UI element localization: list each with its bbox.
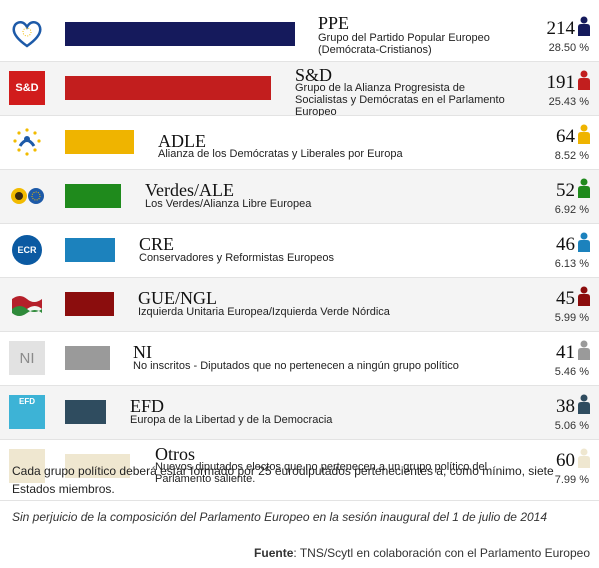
- seat-percentage: 7.99 %: [554, 474, 589, 486]
- party-desc: Nuevos diputados electos que no pertenec…: [155, 461, 488, 485]
- party-abbr: ADLE: [158, 131, 206, 151]
- seat-bar: [65, 454, 130, 478]
- party-desc: Grupo de la Alianza Progresista de Socia…: [295, 82, 505, 118]
- party-desc: Izquierda Unitaria Europea/Izquierda Ver…: [138, 306, 390, 318]
- stars-logo-icon: [9, 125, 45, 159]
- blank-logo-icon: [9, 449, 45, 483]
- sd-logo-text: S&D: [15, 82, 39, 94]
- party-row-verdes: Verdes/ALE Los Verdes/Alianza Libre Euro…: [0, 170, 599, 224]
- seat-count: 46: [556, 234, 575, 255]
- party-abbr: S&D: [295, 65, 333, 85]
- footnote: Cada grupo político deberá estar formado…: [12, 464, 554, 496]
- person-icon: [578, 70, 590, 90]
- seat-bar: [65, 130, 134, 154]
- seat-count: 60: [556, 450, 575, 471]
- person-icon: [578, 394, 590, 414]
- source-text: : TNS/Scytl en colaboración con el Parla…: [293, 546, 590, 560]
- seat-bar: [65, 400, 106, 424]
- seat-percentage: 5.06 %: [554, 420, 589, 432]
- person-icon: [578, 178, 590, 198]
- party-row-otros: Otros Nuevos diputados electos que no pe…: [0, 440, 599, 501]
- person-icon: [578, 448, 590, 468]
- person-icon: [578, 232, 590, 252]
- seat-count: 38: [556, 396, 575, 417]
- seat-bar: [65, 238, 115, 262]
- seat-count: 64: [556, 126, 575, 147]
- party-abbr: PPE: [318, 13, 350, 33]
- flag-logo-icon: [9, 287, 45, 321]
- seat-percentage: 5.46 %: [554, 366, 589, 378]
- ecr-logo-text: ECR: [17, 245, 37, 255]
- seat-count: 52: [556, 180, 575, 201]
- person-icon: [578, 286, 590, 306]
- seat-count: 214: [546, 18, 576, 39]
- seat-bar: [65, 184, 121, 208]
- seat-percentage: 25.43 %: [548, 96, 589, 108]
- heart-logo-icon: [9, 17, 45, 51]
- footnote-italic: Sin perjuicio de la composición del Parl…: [12, 510, 548, 524]
- person-icon: [578, 16, 590, 36]
- seat-bar: [65, 76, 271, 100]
- person-icon: [578, 340, 590, 360]
- seat-count: 191: [546, 72, 576, 93]
- party-abbr: NI: [133, 342, 152, 362]
- seat-count: 45: [556, 288, 575, 309]
- efd-logo-text: EFD: [19, 397, 35, 406]
- seat-bar: [65, 346, 110, 370]
- sunflower-logo-icon: [9, 179, 45, 213]
- party-row-adle: ADLE Alianza de los Demócratas y Liberal…: [0, 116, 599, 170]
- person-icon: [578, 124, 590, 144]
- party-desc: Alianza de los Demócratas y Liberales po…: [158, 148, 403, 160]
- sd-logo-icon: S&D: [9, 71, 45, 105]
- party-desc: Conservadores y Reformistas Europeos: [139, 252, 335, 264]
- seat-percentage: 6.13 %: [554, 258, 589, 270]
- ni-logo-icon: NI: [9, 341, 45, 375]
- source-credit: Fuente: TNS/Scytl en colaboración con el…: [254, 546, 590, 560]
- party-abbr: Verdes/ALE: [145, 180, 234, 200]
- party-list: PPE Grupo del Partido Popular Europeo (D…: [0, 8, 599, 501]
- seat-bar: [65, 292, 114, 316]
- party-row-gue: GUE/NGL Izquierda Unitaria Europea/Izqui…: [0, 278, 599, 332]
- seat-count: 41: [556, 342, 575, 363]
- party-abbr: EFD: [130, 396, 165, 416]
- party-row-efd: EFD EFD Europa de la Libertad y de la De…: [0, 386, 599, 440]
- seat-percentage: 5.99 %: [554, 312, 589, 324]
- party-desc: Europa de la Libertad y de la Democracia: [130, 414, 333, 426]
- ni-logo-text: NI: [19, 349, 35, 367]
- party-desc: Los Verdes/Alianza Libre Europea: [145, 198, 312, 210]
- ecr-logo-icon: ECR: [9, 233, 45, 267]
- efd-logo-icon: EFD: [9, 395, 45, 429]
- party-desc: Grupo del Partido Popular Europeo (Demóc…: [318, 32, 490, 56]
- seat-percentage: 28.50 %: [548, 42, 589, 54]
- party-row-sd: S&D S&D Grupo de la Alianza Progresista …: [0, 62, 599, 118]
- party-row-ppe: PPE Grupo del Partido Popular Europeo (D…: [0, 8, 599, 62]
- party-abbr: Otros: [155, 444, 195, 464]
- party-abbr: GUE/NGL: [138, 288, 217, 308]
- seat-percentage: 6.92 %: [554, 204, 589, 216]
- seat-percentage: 8.52 %: [554, 150, 589, 162]
- party-row-cre: ECR CRE Conservadores y Reformistas Euro…: [0, 224, 599, 278]
- party-row-ni: NI NI No inscritos - Diputados que no pe…: [0, 332, 599, 386]
- seat-bar: [65, 22, 295, 46]
- party-abbr: CRE: [139, 234, 175, 254]
- source-label: Fuente: [254, 546, 294, 560]
- party-desc: No inscritos - Diputados que no pertenec…: [133, 360, 459, 372]
